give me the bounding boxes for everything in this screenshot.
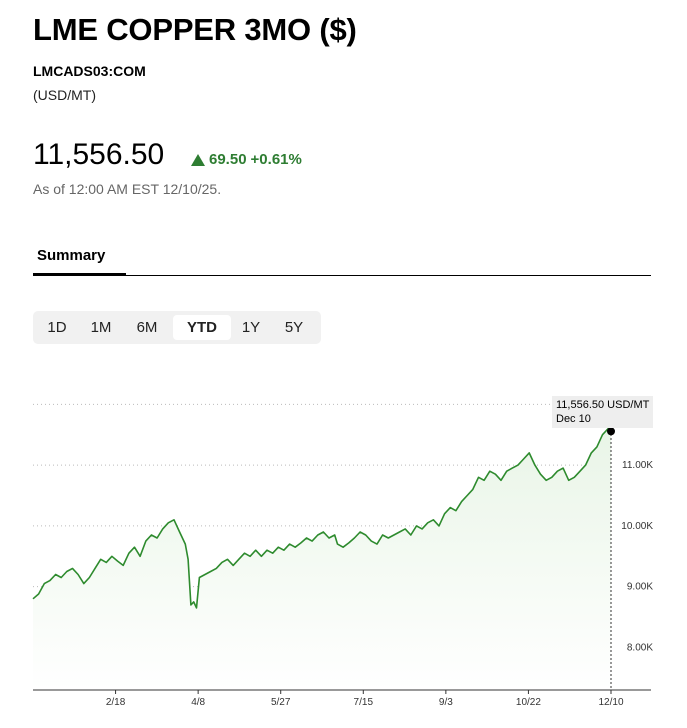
x-tick-label: 4/8 <box>191 697 205 708</box>
y-tick-label: 9.00K <box>627 582 653 593</box>
page-title: LME COPPER 3MO ($) <box>33 12 357 47</box>
time-range-selector: 1D 1M 6M YTD 1Y 5Y <box>33 311 321 344</box>
ticker-symbol: LMCADS03:COM <box>33 63 146 79</box>
last-point-marker <box>607 427 615 436</box>
area-fill <box>33 428 611 690</box>
price-line <box>32 427 612 609</box>
tab-bar: Summary <box>33 240 651 276</box>
x-tick-label: 2/18 <box>106 697 126 708</box>
range-1d-button[interactable]: 1D <box>47 319 67 336</box>
range-1y-button[interactable]: 1Y <box>241 319 261 336</box>
range-ytd-button[interactable]: YTD <box>173 315 231 340</box>
crosshair <box>607 406 615 690</box>
y-tick-label: 10.00K <box>621 521 653 532</box>
x-tick-label: 12/10 <box>598 697 623 708</box>
series-line <box>32 427 612 609</box>
up-triangle-icon <box>191 153 205 166</box>
y-tick-label: 8.00K <box>627 642 653 653</box>
x-tick-label: 10/22 <box>516 697 541 708</box>
current-price: 11,556.50 <box>33 138 165 171</box>
x-tick-label: 9/3 <box>439 697 453 708</box>
y-tick-label: 11.00K <box>622 460 653 471</box>
axes <box>33 689 651 694</box>
series-area <box>33 428 611 690</box>
range-5y-button[interactable]: 5Y <box>284 319 304 336</box>
range-6m-button[interactable]: 6M <box>136 319 158 336</box>
tab-summary[interactable]: Summary <box>33 240 126 276</box>
as-of-timestamp: As of 12:00 AM EST 12/10/25. <box>33 181 222 197</box>
tab-summary-label: Summary <box>37 247 106 264</box>
price-change: 69.50 +0.61% <box>191 151 302 168</box>
change-percent: +0.61% <box>250 151 302 168</box>
price-unit: (USD/MT) <box>33 87 96 103</box>
x-axis-labels: 2/18 4/8 5/27 7/15 9/3 10/22 12/10 <box>106 697 624 708</box>
tooltip-date: Dec 10 <box>556 413 591 425</box>
change-value: 69.50 <box>209 151 247 168</box>
chart-tooltip: 11,556.50 USD/MT Dec 10 <box>552 396 654 428</box>
x-tick-label: 7/15 <box>354 697 374 708</box>
x-tick-label: 5/27 <box>271 697 291 708</box>
range-1m-button[interactable]: 1M <box>90 319 112 336</box>
tooltip-value: 11,556.50 USD/MT <box>556 399 650 411</box>
